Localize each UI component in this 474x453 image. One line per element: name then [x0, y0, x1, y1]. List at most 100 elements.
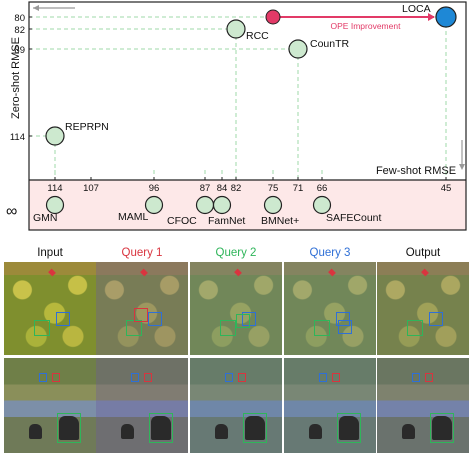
box-blue [412, 373, 420, 382]
query-titles-row: Input Query 1 Query 2 Query 3 Output [0, 246, 474, 260]
title-input: Input [37, 247, 63, 259]
elephant-large [432, 416, 452, 440]
label-maml: MAML [118, 211, 148, 223]
point-safecount [312, 195, 332, 215]
title-query-2: Query 2 [215, 247, 257, 259]
elephant-large [59, 416, 79, 440]
elephant-large [151, 416, 171, 440]
box-blue [336, 312, 350, 326]
pears-panel-2 [190, 262, 282, 355]
title-query-3: Query 3 [309, 247, 351, 259]
elephant-small [29, 424, 42, 439]
example-panels [0, 262, 474, 453]
box-green [430, 413, 454, 443]
box-green [337, 413, 361, 443]
label-rcc: RCC [246, 30, 269, 42]
point-countr [288, 39, 308, 59]
box-red [144, 373, 152, 382]
panel-tint [190, 262, 282, 355]
label-reprpn: REPRPN [65, 121, 109, 133]
y-tick-label: 82 [14, 25, 25, 36]
ope-arrow-head [428, 13, 435, 21]
elephant-small [309, 424, 322, 439]
box-query [236, 314, 250, 328]
panel-tint [377, 358, 469, 453]
x-tick-label: 66 [317, 183, 328, 194]
pears-panel-4 [377, 262, 469, 355]
y-axis-label: Zero-shot RMSE [10, 37, 22, 119]
box-red [332, 373, 340, 382]
plot-border [28, 1, 467, 231]
box-green [149, 413, 173, 443]
point-bmnet+ [263, 195, 283, 215]
panel-tint [190, 358, 282, 453]
elephant-large [339, 416, 359, 440]
point-rcc [226, 19, 246, 39]
elephant-small [215, 424, 228, 439]
box-green [220, 320, 236, 336]
pears-panel-1 [96, 262, 188, 355]
infinity-label: ∞ [6, 203, 17, 220]
ope-start-point [265, 9, 281, 25]
elephants-panel-2 [190, 358, 282, 453]
elephant-large [245, 416, 265, 440]
box-green [407, 320, 423, 336]
y-tick-label: 114 [10, 132, 25, 143]
title-query-1: Query 1 [121, 247, 163, 259]
elephants-panel-0 [4, 358, 96, 453]
box-blue [225, 373, 233, 382]
guide-lines [29, 16, 447, 180]
arrow-down-head [459, 164, 465, 170]
box-query [134, 308, 148, 322]
point-famnet [212, 195, 232, 215]
elephants-panel-1 [96, 358, 188, 453]
point-maml [144, 195, 164, 215]
box-green [34, 320, 50, 336]
label-gmn: GMN [33, 212, 58, 224]
box-red [52, 373, 60, 382]
pears-panel-0 [4, 262, 96, 355]
point-gmn [45, 195, 65, 215]
label-countr: CounTR [310, 38, 350, 50]
elephants-panel-3 [284, 358, 376, 453]
label-safecount: SAFECount [326, 212, 382, 224]
x-tick-label: 107 [83, 183, 99, 194]
panel-tint [284, 262, 376, 355]
chart-frame [28, 1, 467, 231]
elephants-panel-4 [377, 358, 469, 453]
box-blue [148, 312, 162, 326]
box-query [338, 320, 352, 334]
panel-tint [96, 358, 188, 453]
ope-label: OPE Improvement [331, 21, 402, 31]
y-tick-label: 89 [14, 45, 25, 56]
label-loca: LOCA [402, 3, 431, 15]
label-famnet: FamNet [208, 215, 245, 227]
x-tick-label: 96 [149, 183, 160, 194]
box-blue [319, 373, 327, 382]
few-shot-band [29, 180, 466, 230]
box-blue [56, 312, 70, 326]
x-tick-label: 87 [200, 183, 211, 194]
y-tick-label: 80 [14, 13, 25, 24]
box-red [238, 373, 246, 382]
point-cfocnet [195, 195, 215, 215]
label-cfocnet: CFOC [167, 215, 197, 227]
x-tick-label: 75 [268, 183, 279, 194]
point-reprpn [45, 126, 65, 146]
panel-tint [284, 358, 376, 453]
title-output: Output [405, 247, 441, 259]
point-loca [435, 6, 457, 28]
box-green [243, 413, 267, 443]
red-marker [48, 268, 56, 277]
panel-tint [377, 262, 469, 355]
box-green [126, 320, 142, 336]
x-tick-label: 45 [441, 183, 452, 194]
arrow-left-head [33, 5, 39, 11]
box-green [57, 413, 81, 443]
box-green [314, 320, 330, 336]
box-blue [131, 373, 139, 382]
elephant-small [121, 424, 134, 439]
